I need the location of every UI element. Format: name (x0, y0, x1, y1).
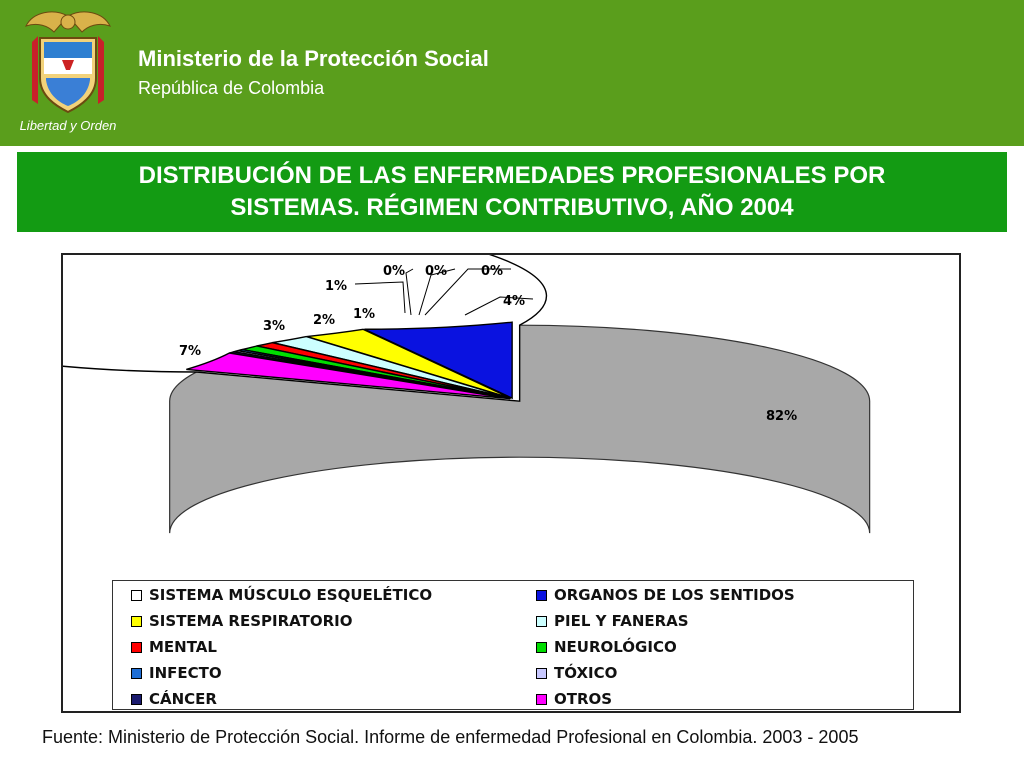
legend-label: SISTEMA MÚSCULO ESQUELÉTICO (149, 586, 433, 604)
legend-entry: NEUROLÓGICO (536, 637, 677, 657)
data-label: 0% (383, 264, 405, 279)
data-label: 1% (353, 307, 375, 322)
legend-label: INFECTO (149, 664, 222, 682)
legend-label: SISTEMA RESPIRATORIO (149, 612, 353, 630)
data-label: 3% (263, 319, 285, 334)
legend-entry: TÓXICO (536, 663, 617, 683)
legend-entry: OTROS (536, 689, 612, 709)
legend-entry: SISTEMA MÚSCULO ESQUELÉTICO (131, 585, 432, 605)
legend-swatch (536, 693, 547, 705)
legend-label: CÁNCER (149, 690, 217, 708)
legend-label: MENTAL (149, 638, 217, 656)
legend-entry: SISTEMA RESPIRATORIO (131, 611, 352, 631)
legend-label: OTROS (554, 690, 613, 708)
legend-label: ORGANOS DE LOS SENTIDOS (554, 586, 795, 604)
legend-label: NEUROLÓGICO (554, 638, 677, 656)
coat-of-arms-logo: Libertad y Orden (18, 8, 118, 138)
legend-swatch (536, 667, 547, 679)
legend-swatch (131, 667, 142, 679)
legend-entry: PIEL Y FANERAS (536, 611, 689, 631)
slide-title: DISTRIBUCIÓN DE LAS ENFERMEDADES PROFESI… (17, 152, 1007, 232)
label-leader-line (354, 281, 406, 314)
data-label: 0% (481, 264, 503, 279)
slide-title-line-2: SISTEMAS. RÉGIMEN CONTRIBUTIVO, AÑO 2004 (230, 194, 794, 221)
legend-entry: MENTAL (131, 637, 217, 657)
logo-caption: Libertad y Orden (19, 118, 117, 133)
legend-label: PIEL Y FANERAS (554, 612, 689, 630)
data-label: 1% (325, 279, 347, 294)
legend-swatch (131, 615, 142, 627)
pie-slice (364, 321, 513, 400)
coat-of-arms-icon (25, 11, 111, 114)
legend-swatch (536, 615, 547, 627)
legend-entry: INFECTO (131, 663, 222, 683)
ministry-name: Ministerio de la Protección Social (138, 46, 489, 71)
legend-swatch (536, 641, 547, 653)
legend-entry: CÁNCER (131, 689, 217, 709)
label-leader-line (424, 268, 511, 316)
slide-title-line-1: DISTRIBUCIÓN DE LAS ENFERMEDADES PROFESI… (138, 162, 886, 189)
country-name: República de Colombia (138, 78, 325, 98)
data-label: 82% (766, 409, 797, 424)
data-label: 4% (503, 294, 525, 309)
label-leader-line (418, 268, 456, 316)
legend-label: TÓXICO (554, 664, 618, 682)
chart-legend: SISTEMA MÚSCULO ESQUELÉTICO ORGANOS DE LO… (112, 580, 914, 710)
header-banner: Libertad y Orden Ministerio de la Protec… (0, 0, 1024, 146)
legend-swatch (131, 589, 142, 601)
legend-swatch (131, 641, 142, 653)
source-note: Fuente: Ministerio de Protección Social.… (42, 727, 859, 747)
data-label: 0% (425, 264, 447, 279)
legend-swatch (536, 589, 547, 601)
pie-chart: 82%7%3% 2% 1%1%0% 0% 0%4% (63, 255, 871, 534)
data-label: 7% (179, 344, 201, 359)
legend-entry: ORGANOS DE LOS SENTIDOS (536, 585, 795, 605)
chart-frame: 82% 7% 3% 2% 1% 1% 0% 0% 0% 4% SISTEMA MÚSCULO ES… (61, 253, 961, 713)
legend-swatch (131, 693, 142, 705)
pie-slice (186, 352, 510, 400)
label-leader-line (464, 296, 534, 316)
header-divider (0, 146, 1024, 150)
data-label: 2% (313, 313, 335, 328)
label-leader-line (405, 268, 414, 316)
